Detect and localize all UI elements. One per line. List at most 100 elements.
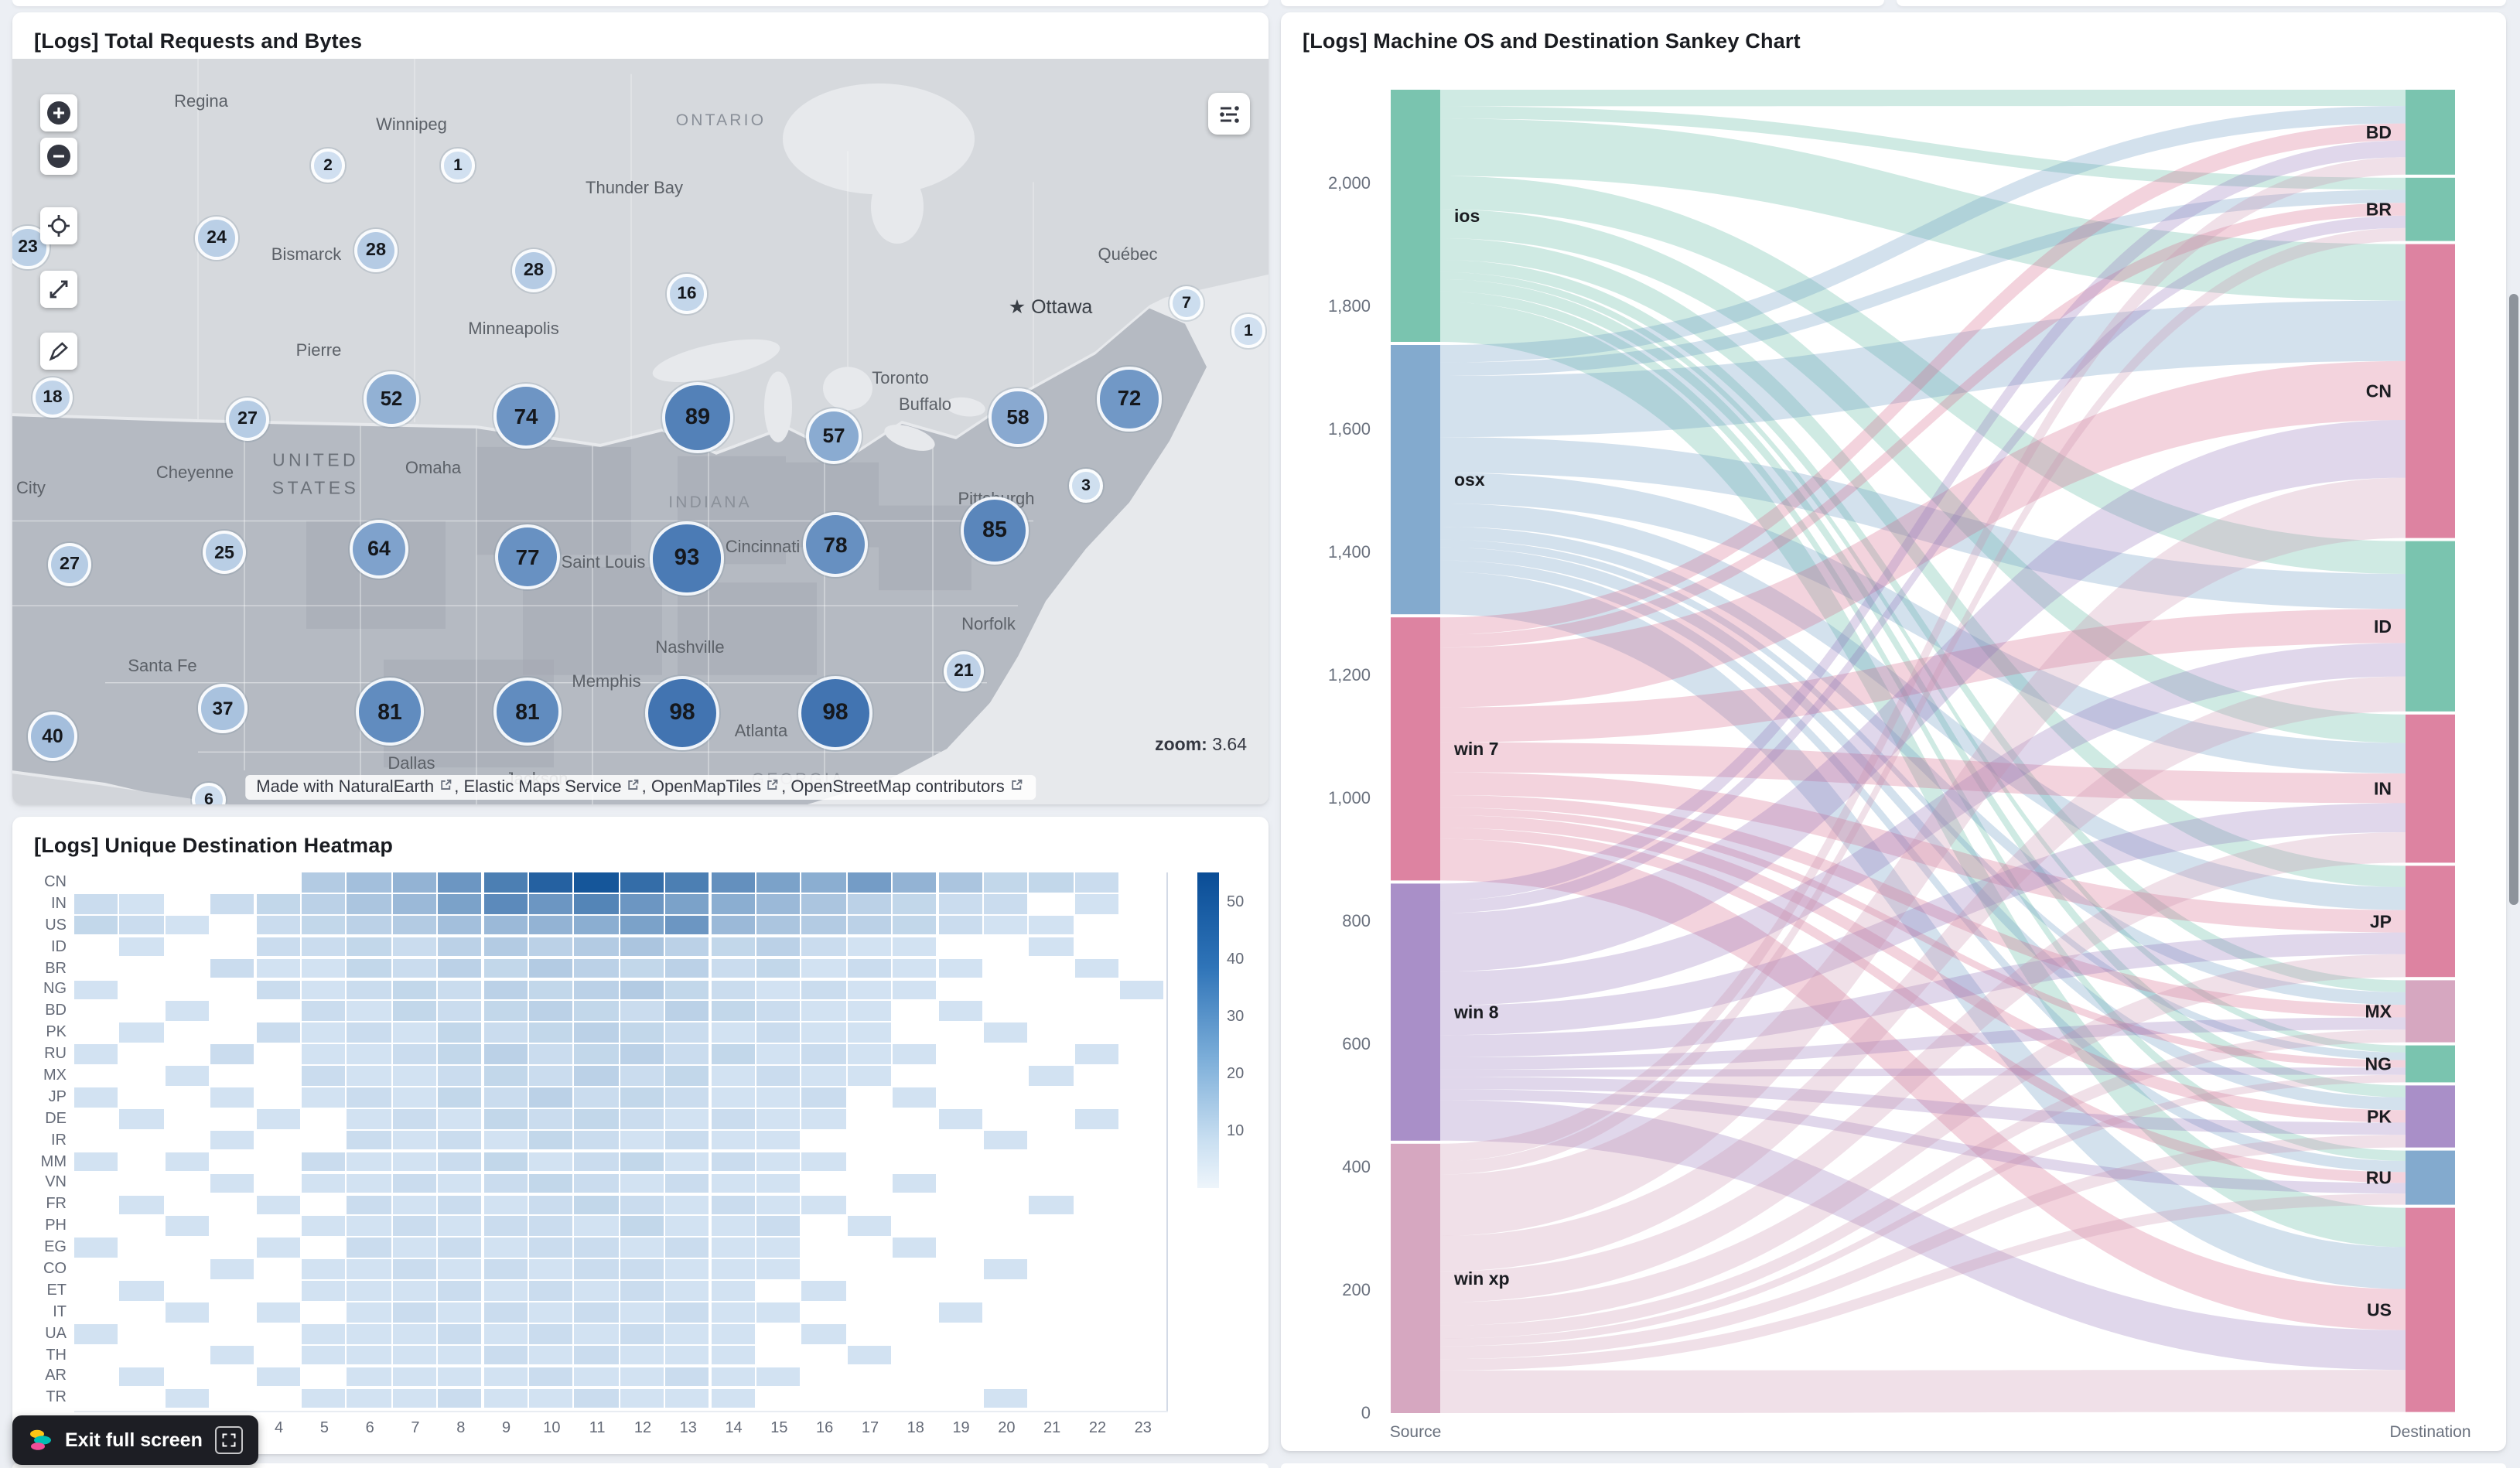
heatmap-cell [529,1345,573,1365]
heatmap-cell [711,1001,755,1022]
heatmap-cell [620,1022,664,1043]
map-canvas[interactable]: Regina Winnipeg ONTARIO Thunder Bay Québec Bi… [12,59,1269,804]
cluster-marker[interactable]: 93 [650,521,723,595]
heatmap-grid[interactable] [74,872,1166,1411]
set-view-button[interactable] [40,207,77,244]
cluster-marker[interactable]: 28 [353,228,398,273]
panel-below-right-sliver [1281,1463,2506,1468]
heatmap-row-label: EG [44,1239,67,1257]
cluster-marker[interactable]: 77 [494,524,561,590]
sankey-node-MX[interactable] [2406,980,2455,1043]
cluster-marker[interactable]: 40 [27,711,78,762]
heatmap-cell [483,1001,528,1022]
heatmap-cell [347,1195,391,1215]
measure-button[interactable] [40,271,77,308]
cluster-marker[interactable]: 27 [225,397,270,442]
cluster-marker[interactable]: 21 [943,650,985,692]
legend-tick-label: 20 [1227,1065,1245,1083]
sankey-node-RU[interactable] [2406,1150,2455,1205]
heatmap-cell [711,1388,755,1408]
cluster-marker[interactable]: 89 [662,382,733,453]
cluster-marker[interactable]: 25 [203,531,246,574]
heatmap-cell [210,1130,254,1150]
cluster-marker[interactable]: 28 [511,248,556,293]
cluster-marker[interactable]: 72 [1097,367,1162,432]
vertical-scrollbar[interactable] [2508,0,2520,1468]
attribution-link[interactable]: OpenStreetMap contributors [790,778,1005,797]
sankey-y-tick: 1,400 [1328,542,1371,562]
cluster-marker[interactable]: 37 [198,684,248,733]
cluster-marker[interactable]: 27 [47,542,92,587]
heatmap-cell [347,893,391,914]
heatmap-cell [302,1323,346,1344]
heatmap-cell [801,915,846,935]
sankey-node-CN[interactable] [2406,244,2455,538]
cluster-marker[interactable]: 98 [797,675,873,751]
cluster-marker[interactable]: 1 [1231,314,1265,348]
cluster-marker[interactable]: 81 [493,678,562,746]
draw-tools-button[interactable] [40,333,77,370]
sankey-link [1440,360,2406,708]
heatmap-cell [801,1044,846,1064]
heatmap-cell [392,1323,436,1344]
sankey-node-ID[interactable] [2406,541,2455,712]
cluster-marker[interactable]: 52 [364,371,419,427]
cluster-marker[interactable]: 81 [356,678,424,746]
heatmap-cell [302,1001,346,1022]
heatmap-cell [347,1044,391,1064]
sankey-node-JP[interactable] [2406,865,2455,978]
cluster-marker[interactable]: 7 [1169,285,1204,321]
sankey-link [1440,106,2406,190]
sankey-node-BR[interactable] [2406,177,2455,241]
sankey-link [1440,1193,2406,1371]
heatmap-cell [302,1087,346,1108]
heatmap-cell [438,1323,482,1344]
sankey-link [1440,560,2406,1173]
sankey-node-ios[interactable] [1391,90,1440,342]
heatmap-cell [801,1195,846,1215]
cluster-marker[interactable]: 24 [195,217,238,260]
cluster-marker[interactable]: 57 [805,408,862,465]
sankey-node-PK[interactable] [2406,1085,2455,1148]
heatmap-cell [1074,1044,1118,1064]
sankey-node-osx[interactable] [1391,345,1440,615]
sankey-link [1440,215,2406,913]
cluster-marker[interactable]: 98 [644,675,720,751]
cluster-marker[interactable]: 58 [989,388,1047,447]
sankey-node-win-8[interactable] [1391,883,1440,1141]
cluster-marker[interactable]: 85 [960,496,1030,565]
cluster-marker[interactable]: 3 [1069,469,1103,503]
heatmap-cell [665,1388,709,1408]
heatmap-cell [756,1152,801,1172]
heatmap-cell [938,872,982,893]
cluster-marker[interactable]: 2 [311,149,345,183]
cluster-marker[interactable]: 18 [32,377,73,418]
cluster-marker[interactable]: 74 [493,384,558,449]
attribution-link[interactable]: Elastic Maps Service [463,778,622,797]
zoom-in-button[interactable] [40,94,77,131]
sankey-node-US[interactable] [2406,1207,2455,1412]
heatmap-cell [483,1108,528,1129]
heatmap-cell [302,893,346,914]
cluster-marker[interactable]: 16 [667,274,707,314]
layer-control-button[interactable] [1208,93,1250,135]
heatmap-cell [438,872,482,893]
heatmap-cell [620,915,664,935]
sankey-node-win-xp[interactable] [1391,1143,1440,1413]
sankey-node-BD[interactable] [2406,90,2455,175]
cluster-marker[interactable]: 64 [349,519,409,579]
sankey-node-NG[interactable] [2406,1045,2455,1083]
sankey-node-IN[interactable] [2406,714,2455,863]
heatmap-row-label: MM [40,1153,67,1171]
heatmap-cell [347,1066,391,1086]
cluster-marker[interactable]: 78 [802,511,869,578]
attribution-link[interactable]: OpenMapTiles [650,778,762,797]
sankey-node-win-7[interactable] [1391,617,1440,881]
zoom-out-button[interactable] [40,138,77,175]
heatmap-cell [665,1216,709,1237]
attribution-link[interactable]: NaturalEarth [338,778,435,797]
scrollbar-thumb[interactable] [2509,294,2518,905]
cluster-marker[interactable]: 1 [441,149,475,183]
sankey-y-tick: 1,800 [1328,296,1371,316]
exit-fullscreen-button[interactable]: Exit full screen [12,1415,258,1465]
